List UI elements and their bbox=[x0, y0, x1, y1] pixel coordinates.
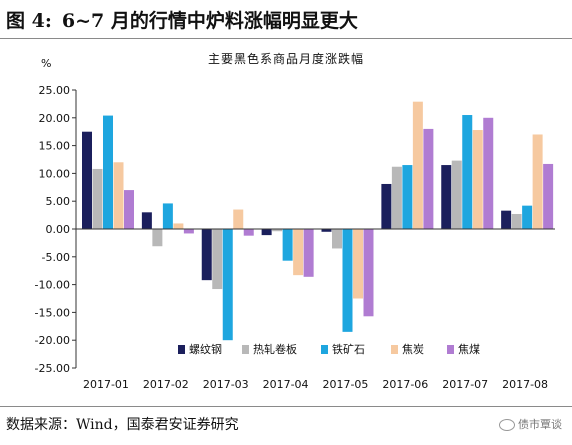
legend-swatch-1 bbox=[178, 345, 185, 354]
bar-1 bbox=[441, 165, 452, 229]
bar-4 bbox=[412, 101, 423, 229]
legend-swatch-2 bbox=[242, 345, 249, 354]
y-tick-label: -10.00 bbox=[35, 279, 70, 292]
bar-3 bbox=[462, 115, 473, 229]
bar-5 bbox=[423, 128, 434, 229]
bar-4 bbox=[173, 223, 184, 229]
x-tick-label: 2017-04 bbox=[263, 378, 309, 391]
y-tick-label: 15.00 bbox=[39, 140, 71, 153]
y-tick-label: 25.00 bbox=[39, 84, 71, 97]
bar-2 bbox=[451, 160, 462, 229]
bar-5 bbox=[363, 229, 374, 317]
bar-5 bbox=[543, 163, 554, 229]
bar-3 bbox=[222, 229, 233, 341]
y-tick-label: -25.00 bbox=[35, 362, 70, 375]
bar-3 bbox=[402, 165, 413, 229]
x-tick-label: 2017-07 bbox=[442, 378, 488, 391]
y-tick-label: 0.00 bbox=[46, 223, 71, 236]
y-axis-unit: % bbox=[41, 57, 52, 70]
bar-2 bbox=[152, 229, 163, 247]
source-note: 数据来源：Wind，国泰君安证券研究 bbox=[6, 417, 239, 433]
bar-5 bbox=[124, 190, 134, 229]
legend-label-2: 热轧卷板 bbox=[253, 342, 297, 356]
x-tick-label: 2017-02 bbox=[143, 378, 189, 391]
wechat-icon bbox=[499, 419, 515, 431]
bar-4 bbox=[472, 130, 483, 229]
bar-4 bbox=[532, 134, 543, 229]
legend-label-4: 焦炭 bbox=[402, 343, 424, 356]
bar-3 bbox=[342, 229, 353, 332]
x-tick-label: 2017-05 bbox=[322, 378, 368, 391]
top-divider bbox=[0, 38, 572, 39]
bar-2 bbox=[212, 229, 223, 290]
bar-2 bbox=[272, 229, 283, 232]
bottom-divider bbox=[0, 406, 572, 407]
watermark: 债市覃谈 bbox=[499, 416, 562, 432]
y-tick-label: -5.00 bbox=[42, 251, 70, 264]
legend-swatch-5 bbox=[447, 345, 454, 354]
x-tick-label: 2017-06 bbox=[382, 378, 428, 391]
y-tick-label: 5.00 bbox=[46, 195, 71, 208]
legend-swatch-3 bbox=[321, 345, 328, 354]
x-tick-label: 2017-03 bbox=[203, 378, 249, 391]
bar-4 bbox=[353, 229, 363, 299]
bar-3 bbox=[103, 115, 113, 229]
figure-label: 图 4: bbox=[6, 10, 52, 32]
bar-5 bbox=[483, 117, 494, 229]
bar-4 bbox=[293, 229, 304, 276]
bar-5 bbox=[183, 229, 194, 234]
bar-3 bbox=[522, 205, 533, 229]
y-tick-label: 20.00 bbox=[39, 112, 71, 125]
bar-2 bbox=[511, 213, 522, 229]
bar-2 bbox=[92, 168, 103, 229]
bar-2 bbox=[391, 166, 402, 229]
legend-swatch-4 bbox=[391, 345, 398, 354]
bar-5 bbox=[303, 229, 314, 277]
bar-3 bbox=[162, 203, 173, 229]
bar-1 bbox=[501, 210, 512, 229]
figure-title: 图 4: 6~7 月的行情中炉料涨幅明显更大 bbox=[6, 4, 358, 38]
figure-title-text: 6~7 月的行情中炉料涨幅明显更大 bbox=[61, 10, 358, 32]
legend-label-5: 焦煤 bbox=[458, 343, 480, 356]
bar-1 bbox=[381, 183, 392, 229]
bar-5 bbox=[243, 229, 254, 236]
bar-1 bbox=[82, 131, 92, 229]
y-tick-label: 10.00 bbox=[39, 167, 71, 180]
bar-1 bbox=[141, 212, 152, 229]
y-tick-label: -15.00 bbox=[35, 306, 70, 319]
legend-label-1: 螺纹钢 bbox=[189, 342, 222, 356]
legend-label-3: 铁矿石 bbox=[332, 343, 365, 356]
y-tick-label: -20.00 bbox=[35, 334, 70, 347]
x-tick-label: 2017-08 bbox=[502, 378, 548, 391]
bar-1 bbox=[201, 229, 212, 281]
bar-4 bbox=[113, 162, 124, 229]
watermark-text: 债市覃谈 bbox=[518, 418, 562, 431]
bar-4 bbox=[233, 209, 244, 229]
x-tick-label: 2017-01 bbox=[83, 378, 129, 391]
bar-2 bbox=[332, 229, 342, 249]
bar-1 bbox=[321, 229, 332, 232]
chart-title: 主要黑色系商品月度涨跌幅 bbox=[207, 52, 364, 66]
bar-3 bbox=[282, 229, 293, 261]
bar-1 bbox=[261, 229, 272, 236]
